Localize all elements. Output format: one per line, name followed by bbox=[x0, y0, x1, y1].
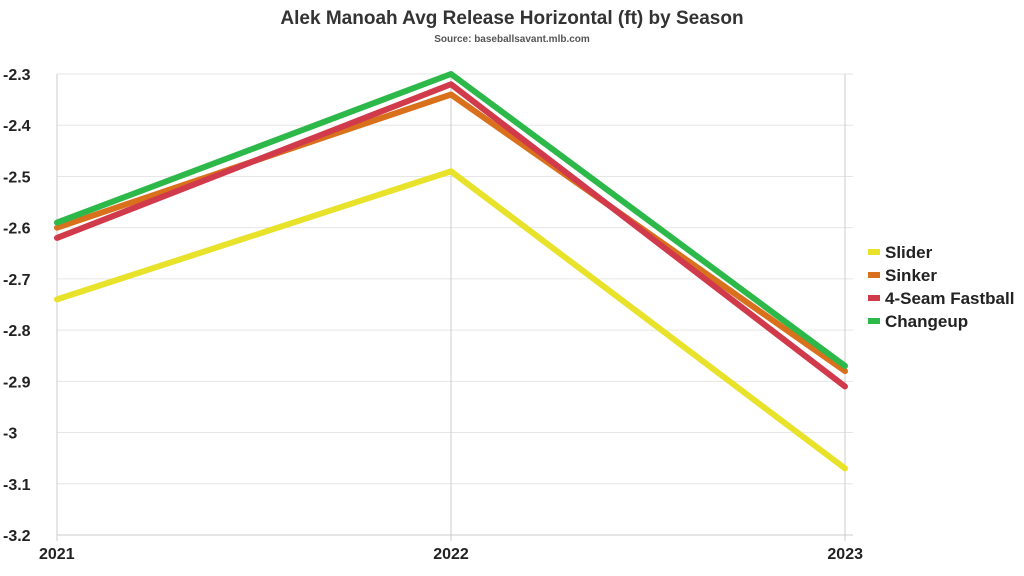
gridlines bbox=[57, 73, 853, 485]
y-tick-label: -3.2 bbox=[3, 528, 31, 545]
y-tick-label: -2.7 bbox=[3, 272, 31, 289]
y-tick-label: -2.9 bbox=[3, 374, 31, 391]
x-axis: 2021 2022 2023 bbox=[39, 74, 863, 563]
y-tick-label: -2.6 bbox=[3, 221, 31, 238]
legend-label: Changeup bbox=[885, 312, 968, 331]
legend-swatch bbox=[868, 272, 880, 278]
legend: Slider Sinker 4-Seam Fastball Changeup bbox=[868, 243, 1014, 331]
series-line bbox=[54, 71, 848, 369]
x-tick-label: 2023 bbox=[827, 546, 863, 563]
y-axis: -2.3 -2.4 -2.5 -2.6 -2.7 -2.8 -2.9 -3 -3.1 -3.2 bbox=[3, 67, 31, 545]
legend-swatch bbox=[868, 318, 880, 324]
y-tick-label: -2.3 bbox=[3, 67, 31, 84]
y-tick-label: -2.5 bbox=[3, 169, 31, 186]
y-tick-label: -2.4 bbox=[3, 118, 31, 135]
legend-label: Sinker bbox=[885, 266, 937, 285]
y-tick-label: -2.8 bbox=[3, 323, 31, 340]
legend-label: 4-Seam Fastball bbox=[885, 289, 1014, 308]
x-tick-label: 2022 bbox=[433, 546, 469, 563]
y-tick-label: -3 bbox=[3, 426, 17, 443]
series-line bbox=[54, 81, 848, 390]
legend-label: Slider bbox=[885, 243, 933, 262]
legend-swatch bbox=[868, 295, 880, 301]
legend-swatch bbox=[868, 249, 880, 255]
y-tick-label: -3.1 bbox=[3, 477, 31, 494]
chart-subtitle: Source: baseballsavant.mlb.com bbox=[434, 34, 590, 45]
series-lines bbox=[54, 71, 848, 472]
chart-title: Alek Manoah Avg Release Horizontal (ft) … bbox=[280, 8, 743, 29]
x-tick-label: 2021 bbox=[39, 546, 75, 563]
series-line bbox=[54, 91, 848, 375]
series-line bbox=[54, 168, 848, 472]
